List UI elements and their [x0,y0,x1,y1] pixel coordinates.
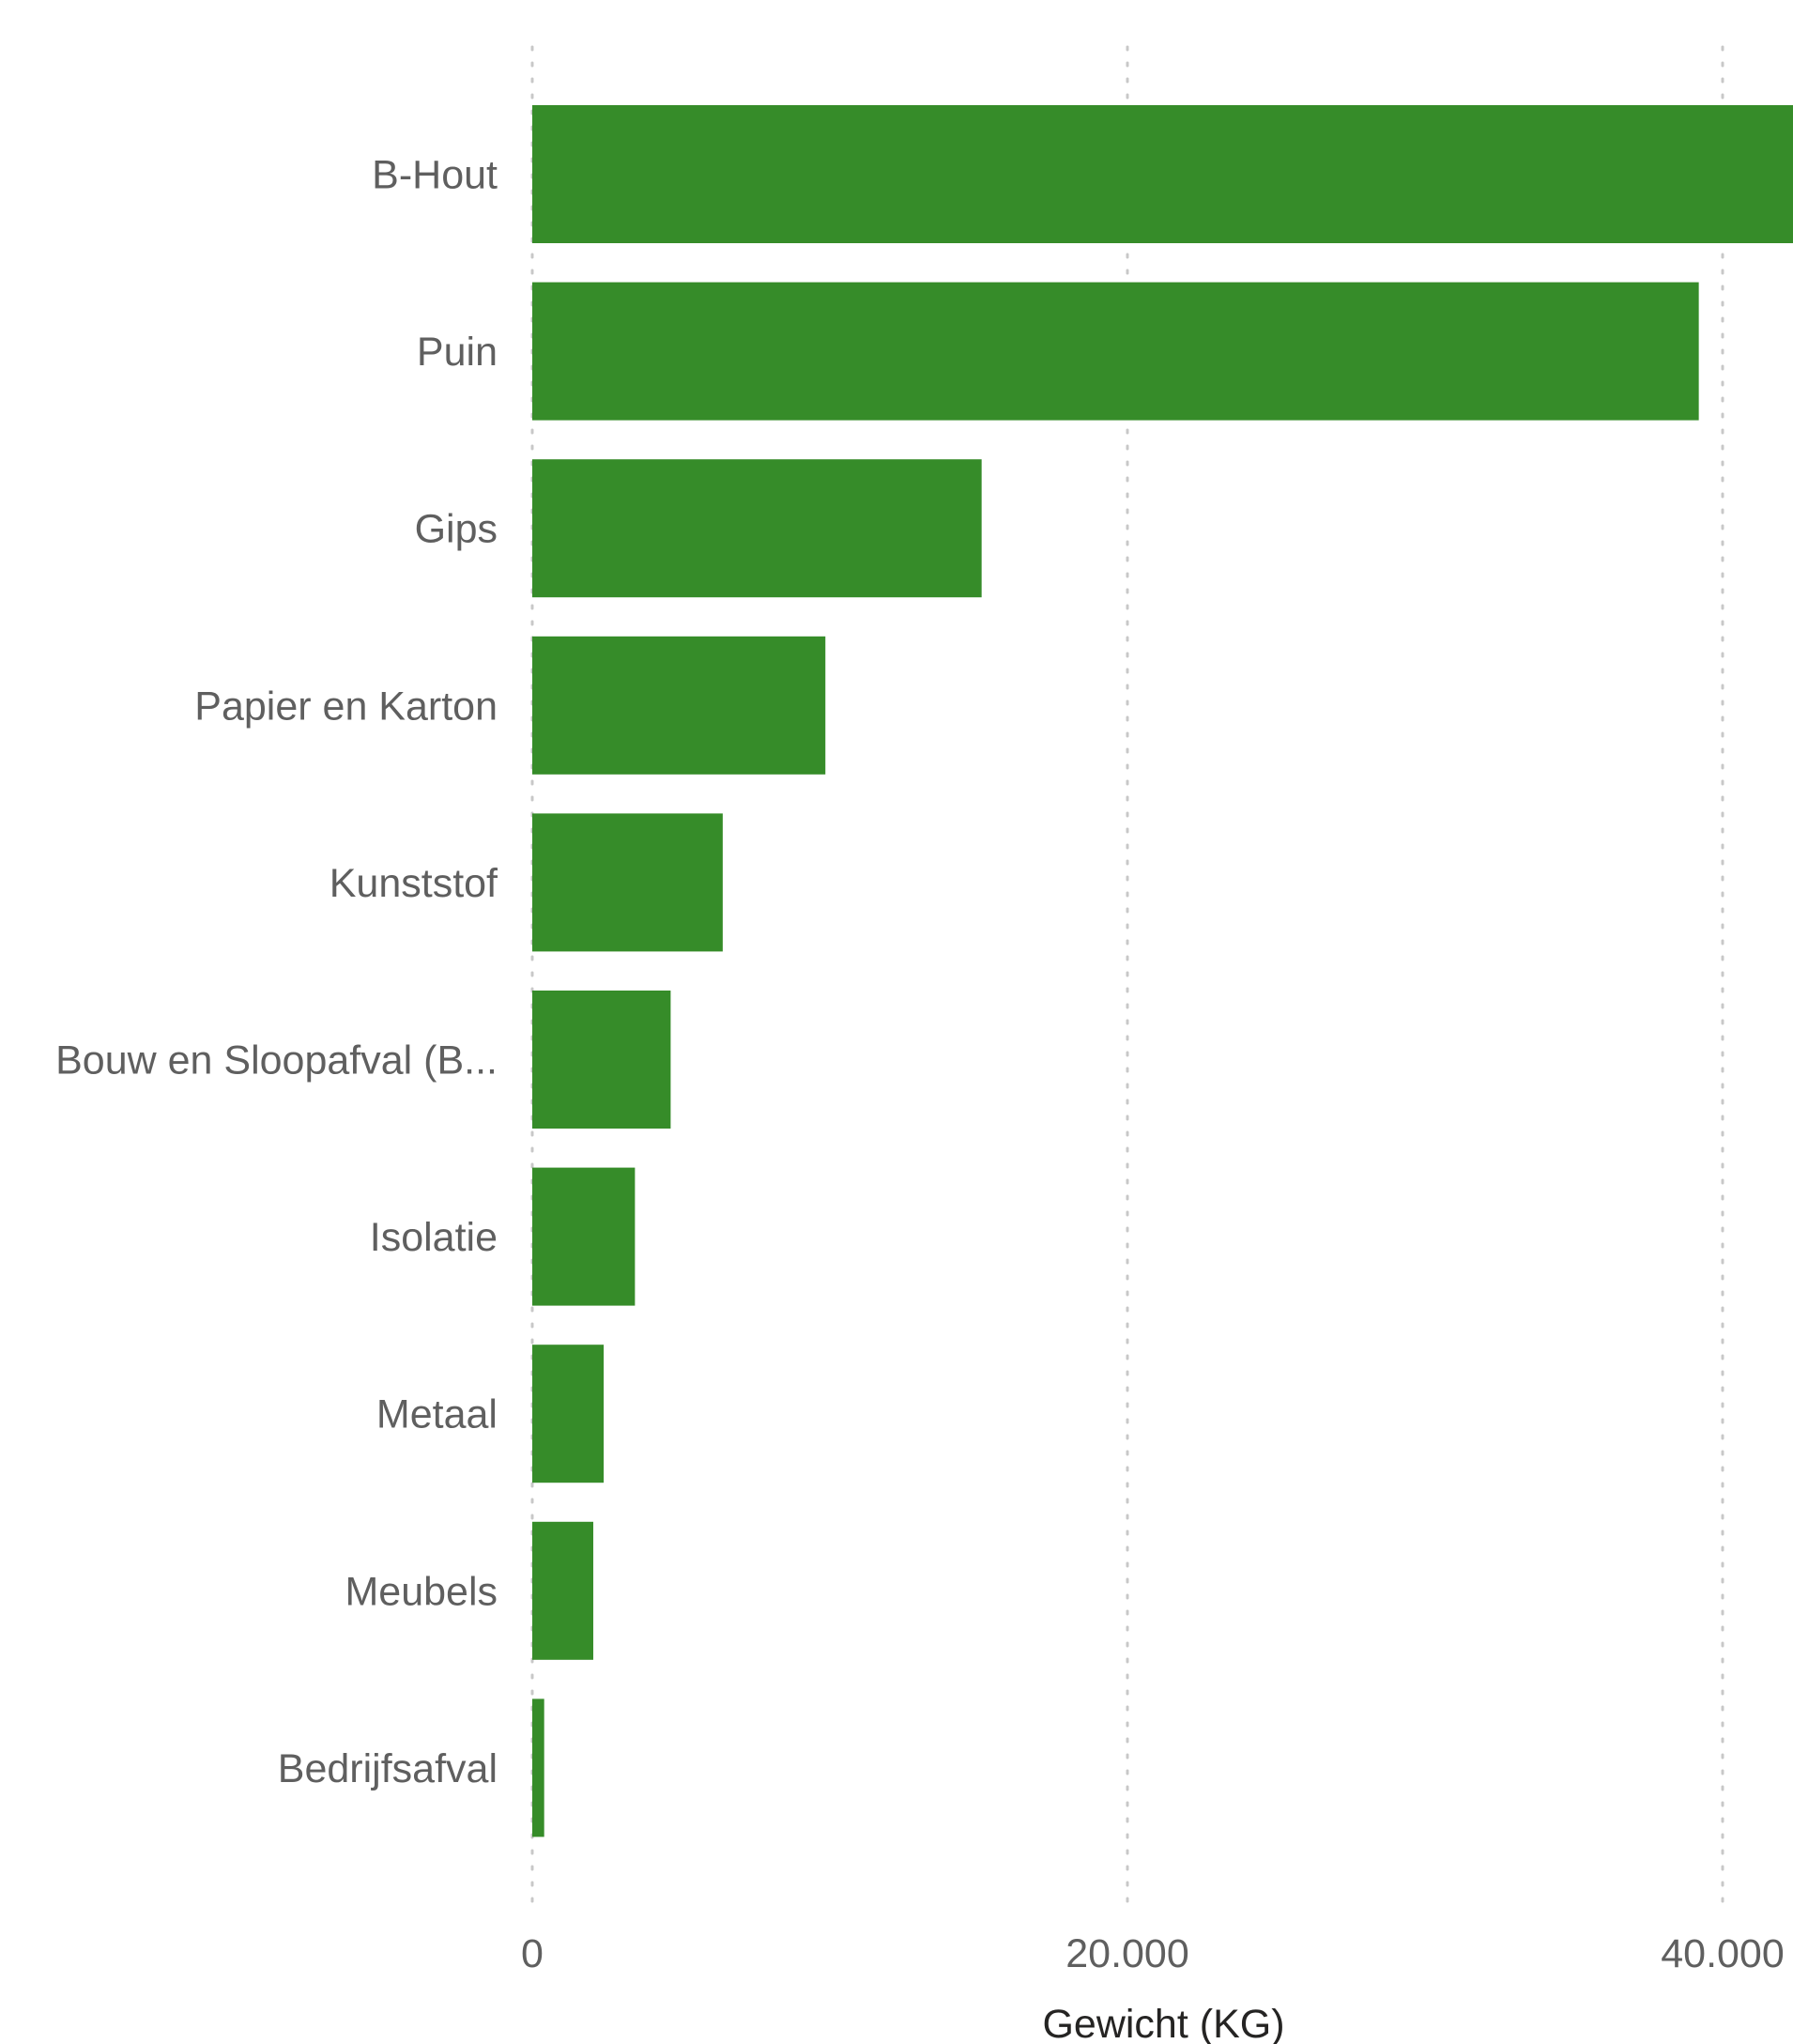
category-label: Isolatie [370,1215,498,1260]
bar-0[interactable] [532,105,1793,243]
category-label: Meubels [345,1569,498,1614]
x-tick-label: 20.000 [1065,1931,1189,1976]
bar-3[interactable] [532,636,826,775]
category-labels: B-Hout Puin Gips Papier en Karton Kunststof B… [55,153,498,1791]
x-axis-tick-labels: 0 20.000 40.000 [521,1931,1785,1976]
bar-8[interactable] [532,1521,593,1660]
bar-1[interactable] [532,282,1699,421]
category-label: B-Hout [372,153,498,198]
bar-4[interactable] [532,813,723,952]
bar-9[interactable] [532,1698,544,1837]
category-label: Gips [415,507,498,552]
bar-7[interactable] [532,1345,605,1483]
category-label: Bouw en Sloopafval (B... [55,1038,498,1083]
category-label: Kunststof [329,861,498,906]
category-label: Puin [417,330,498,375]
category-label: Bedrijfsafval [278,1746,498,1791]
bars [532,105,1793,1837]
bar-5[interactable] [532,991,671,1129]
bar-2[interactable] [532,459,982,598]
category-label: Papier en Karton [194,684,498,729]
x-tick-label: 0 [521,1931,544,1976]
bar-6[interactable] [532,1167,636,1306]
category-label: Metaal [376,1392,498,1437]
x-axis-title: Gewicht (KG) [1042,2002,1284,2044]
x-tick-label: 40.000 [1661,1931,1785,1976]
